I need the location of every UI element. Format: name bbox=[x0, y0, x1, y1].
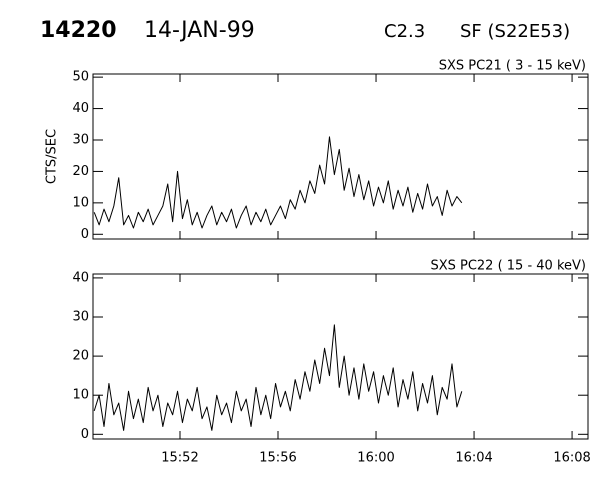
x-tick-label: 16:08 bbox=[553, 451, 590, 466]
event-id: 14220 bbox=[40, 18, 117, 43]
plot-frame bbox=[92, 73, 589, 240]
flare-location: SF (S22E53) bbox=[460, 21, 570, 42]
flare-class: C2.3 bbox=[384, 21, 425, 42]
x-tick-label: 16:04 bbox=[455, 451, 492, 466]
y-tick-label: 30 bbox=[72, 133, 89, 148]
x-tick-label: 15:56 bbox=[259, 451, 296, 466]
panel-subtitle: SXS PC22 ( 15 - 40 keV) bbox=[430, 259, 586, 274]
y-tick-label: 10 bbox=[72, 195, 89, 210]
panel-subtitle: SXS PC21 ( 3 - 15 keV) bbox=[439, 59, 586, 74]
y-tick-label: 20 bbox=[72, 164, 89, 179]
event-date: 14-JAN-99 bbox=[144, 18, 255, 43]
y-tick-label: 30 bbox=[72, 310, 89, 325]
x-tick-label: 16:00 bbox=[357, 451, 394, 466]
x-tick-label: 15:52 bbox=[161, 451, 198, 466]
series-line bbox=[93, 136, 463, 229]
plot-frame bbox=[92, 273, 589, 440]
y-tick-label: 0 bbox=[81, 227, 89, 242]
y-tick-label: 0 bbox=[81, 427, 89, 442]
y-tick-label: 20 bbox=[72, 349, 89, 364]
y-tick-label: 10 bbox=[72, 388, 89, 403]
y-axis-label: CTS/SEC bbox=[45, 129, 60, 184]
y-tick-label: 50 bbox=[72, 70, 89, 85]
y-tick-label: 40 bbox=[72, 101, 89, 116]
series-line bbox=[93, 324, 463, 431]
y-tick-label: 40 bbox=[72, 270, 89, 285]
